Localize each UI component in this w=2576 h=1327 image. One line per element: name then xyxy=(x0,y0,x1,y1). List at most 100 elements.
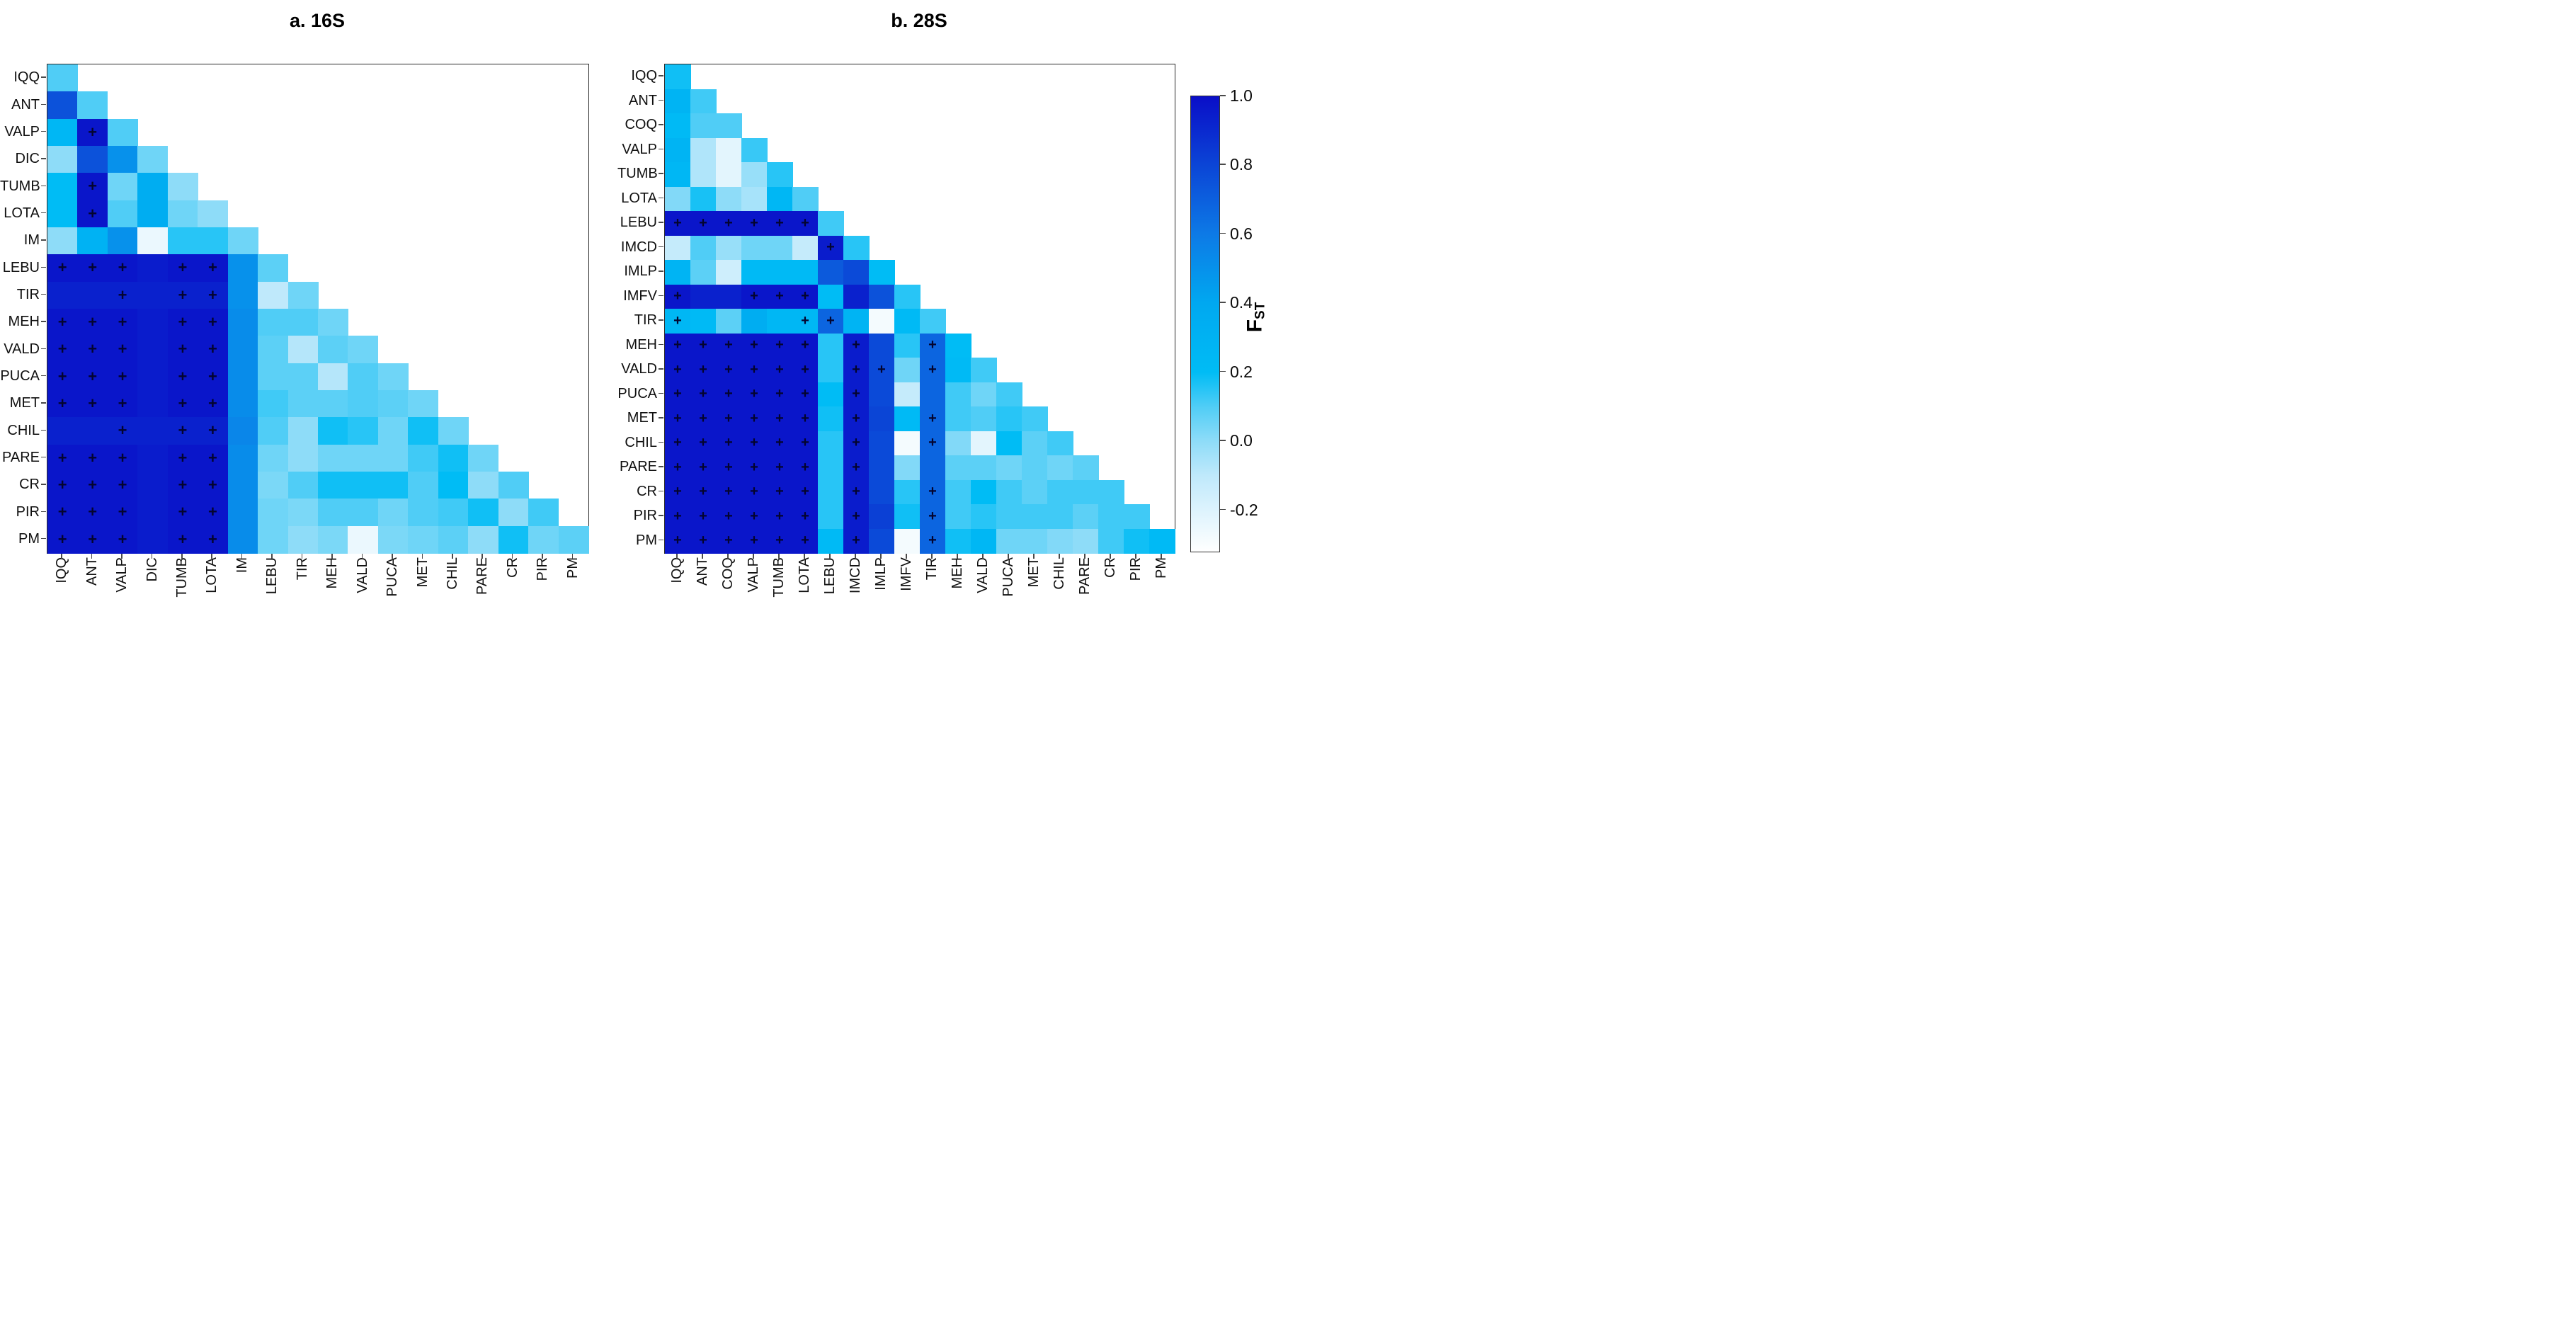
heatmap-cell-PARE-IM xyxy=(227,444,258,472)
y-axis-tick xyxy=(659,75,663,76)
heatmap-cell-VALD-IMLP xyxy=(869,358,895,383)
x-axis-tick xyxy=(121,554,122,559)
heatmap-cell-MET-IMCD xyxy=(843,406,870,432)
heatmap-cell-LEBU-IM xyxy=(227,254,258,283)
heatmap-cell-COQ-COQ xyxy=(716,113,742,139)
heatmap-cell-IM-IM xyxy=(227,227,258,255)
fst-label-main: F xyxy=(1243,319,1267,333)
row-label-IQQ: IQQ xyxy=(631,68,657,84)
heatmap-cell-PUCA-DIC xyxy=(137,363,169,391)
y-axis-tick xyxy=(41,429,46,431)
heatmap-cell-MEH-LEBU xyxy=(818,333,844,358)
heatmap-cell-CR-IMLP xyxy=(869,479,895,505)
col-label-ANT: ANT xyxy=(84,557,100,586)
heatmap-cell-MET-IQQ xyxy=(47,390,79,418)
heatmap-cell-MET-MET xyxy=(408,390,439,418)
x-axis-tick xyxy=(271,554,273,559)
heatmap-cell-PM-TIR xyxy=(287,525,319,554)
heatmap-cell-PARE-VALP xyxy=(107,444,138,472)
heatmap-cell-PIR-ANT xyxy=(690,504,717,530)
heatmap-cell-ANT-ANT xyxy=(690,89,717,114)
heatmap-cell-CHIL-IQQ xyxy=(665,431,691,456)
heatmap-cell-CHIL-IM xyxy=(227,417,258,445)
heatmap-cell-CR-MEH xyxy=(318,472,349,499)
heatmap-cell-PARE-MEH xyxy=(945,455,971,481)
row-label-PARE: PARE xyxy=(2,449,40,465)
heatmap-cell-COQ-ANT xyxy=(690,113,717,139)
heatmap-cell-PIR-DIC xyxy=(137,499,169,527)
heatmap-cell-PARE-TIR xyxy=(287,444,319,472)
heatmap-cell-PARE-COQ xyxy=(716,455,742,481)
heatmap-cell-IM-DIC xyxy=(137,227,169,255)
heatmap-cell-PIR-PUCA xyxy=(377,499,409,527)
row-label-MET: MET xyxy=(627,410,657,426)
y-axis-tick xyxy=(41,103,46,105)
heatmap-cell-LEBU-ANT xyxy=(690,211,717,237)
col-label-LOTA: LOTA xyxy=(797,557,812,593)
heatmap-cell-PUCA-LOTA xyxy=(792,382,819,407)
heatmap-cell-MEH-LEBU xyxy=(258,309,289,336)
heatmap-cell-LOTA-ANT xyxy=(77,200,108,228)
heatmap-cell-PIR-CR xyxy=(1098,504,1124,530)
y-axis-tick xyxy=(659,197,663,199)
heatmap-cell-PIR-LOTA xyxy=(792,504,819,530)
heatmap-cell-PM-IMLP xyxy=(869,528,895,554)
heatmap-cell-MET-IMFV xyxy=(894,406,921,432)
heatmap-cell-PUCA-IMFV xyxy=(894,382,921,407)
heatmap-cell-CHIL-LOTA xyxy=(792,431,819,456)
heatmap-cell-VALD-MEH xyxy=(318,336,349,364)
heatmap-cell-PIR-IMFV xyxy=(894,504,921,530)
heatmap-cell-CR-VALD xyxy=(348,472,379,499)
panel-title-16s: a. 16S xyxy=(289,10,346,31)
heatmap-cell-IM-IQQ xyxy=(47,227,79,255)
colorbar-tick xyxy=(1220,440,1226,441)
row-label-VALD: VALD xyxy=(621,361,657,377)
heatmap-cell-IMFV-IMCD xyxy=(843,284,870,309)
heatmap-cell-PARE-MET xyxy=(408,444,439,472)
colorbar-tick xyxy=(1220,232,1226,234)
heatmap-cell-PARE-PUCA xyxy=(996,455,1022,481)
heatmap-cell-IMCD-LEBU xyxy=(818,235,844,261)
heatmap-cell-CHIL-VALD xyxy=(348,417,379,445)
heatmap-cell-PM-MEH xyxy=(318,525,349,554)
heatmap-cell-IMLP-TUMB xyxy=(767,260,793,285)
heatmap-cell-IMFV-TUMB xyxy=(767,284,793,309)
heatmap-cell-CHIL-LOTA xyxy=(198,417,229,445)
col-label-PUCA: PUCA xyxy=(384,557,401,597)
x-axis-tick xyxy=(1059,554,1060,559)
heatmap-cell-MET-VALD xyxy=(348,390,379,418)
heatmap-cell-VALP-VALP xyxy=(741,137,768,163)
heatmap-cell-PM-VALD xyxy=(971,528,997,554)
heatmap-cell-MET-VALD xyxy=(971,406,997,432)
heatmap-cell-MEH-TIR xyxy=(287,309,319,336)
heatmap-cell-PM-MEH xyxy=(945,528,971,554)
heatmap-cell-CHIL-ANT xyxy=(690,431,717,456)
heatmap-cell-PARE-LOTA xyxy=(792,455,819,481)
heatmap-cell-VALD-ANT xyxy=(77,336,108,364)
heatmap-cell-PARE-ANT xyxy=(690,455,717,481)
heatmap-cell-IMFV-LEBU xyxy=(818,284,844,309)
heatmap-cell-VALD-TIR xyxy=(920,358,946,383)
heatmap-cell-PARE-ANT xyxy=(77,444,108,472)
x-axis-tick xyxy=(542,554,543,559)
heatmap-cell-CR-LEBU xyxy=(258,472,289,499)
y-axis-tick xyxy=(659,173,663,174)
heatmap-cell-VALP-COQ xyxy=(716,137,742,163)
heatmap-cell-PARE-PARE xyxy=(1073,455,1099,481)
heatmap-cell-CR-CR xyxy=(498,472,529,499)
x-axis-tick xyxy=(1008,554,1009,559)
heatmap-cell-MET-LOTA xyxy=(792,406,819,432)
heatmap-cell-CHIL-IMCD xyxy=(843,431,870,456)
heatmap-cell-DIC-IQQ xyxy=(47,146,79,173)
heatmap-cell-CHIL-IQQ xyxy=(47,417,79,445)
heatmap-cell-CR-CR xyxy=(1098,479,1124,505)
col-label-LEBU: LEBU xyxy=(822,557,838,595)
heatmap-cell-CR-PARE xyxy=(468,472,499,499)
heatmap-cell-IM-TUMB xyxy=(167,227,198,255)
heatmap-cell-PUCA-VALP xyxy=(107,363,138,391)
heatmap-cell-VALD-IMCD xyxy=(843,358,870,383)
heatmap-cell-LEBU-COQ xyxy=(716,211,742,237)
heatmap-cell-PM-PM xyxy=(1149,528,1175,554)
heatmap-cell-MEH-MEH xyxy=(945,333,971,358)
y-axis-tick xyxy=(659,148,663,150)
